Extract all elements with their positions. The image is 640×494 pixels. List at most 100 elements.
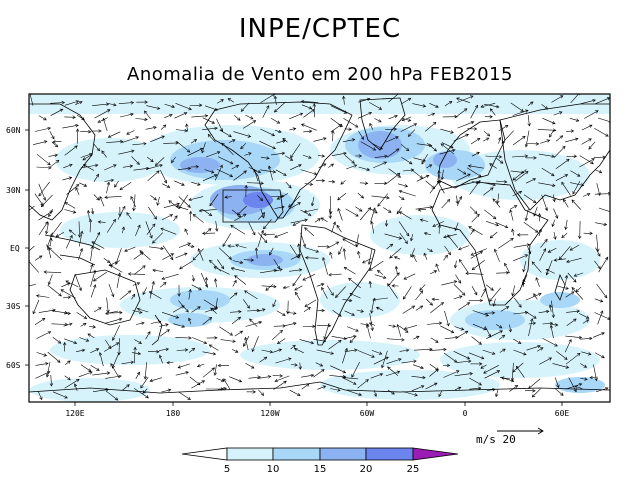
wind-vector	[454, 373, 473, 377]
wind-vector	[313, 338, 326, 342]
wind-vector	[574, 272, 584, 277]
wind-vector-head	[234, 275, 238, 279]
wind-vector	[412, 103, 426, 107]
wind-vector-head	[600, 310, 604, 314]
wind-vector	[105, 310, 119, 314]
wind-vector-head	[272, 146, 276, 150]
wind-vector	[371, 221, 375, 234]
wind-vector	[420, 219, 429, 222]
wind-vector-head	[130, 196, 134, 200]
wind-vector	[510, 102, 524, 112]
wind-vector-head	[435, 367, 439, 371]
wind-vector	[413, 157, 426, 162]
wind-vector	[583, 193, 591, 197]
wind-vector-head	[75, 124, 79, 128]
wind-vector	[128, 273, 146, 275]
wind-vector	[425, 382, 438, 390]
wind-vector-head	[476, 137, 481, 142]
wind-vector-head	[292, 222, 297, 226]
wind-vector	[188, 289, 191, 300]
wind-vector-head	[538, 292, 542, 297]
wind-vector	[112, 325, 120, 341]
wind-vector-head	[288, 204, 292, 208]
wind-vector-head	[266, 105, 270, 109]
wind-vector	[593, 156, 606, 158]
wind-vector	[290, 219, 308, 224]
wind-vector	[490, 231, 498, 239]
wind-vector	[340, 180, 346, 185]
wind-vector-head	[87, 368, 92, 372]
wind-vector-head	[307, 212, 312, 216]
wind-vector-head	[551, 223, 555, 227]
wind-vector-head	[214, 126, 218, 131]
wind-vector	[439, 149, 456, 155]
wind-vector-head	[598, 170, 603, 174]
wind-vector	[470, 251, 483, 259]
wind-vector-head	[38, 192, 42, 197]
wind-vector	[64, 209, 76, 213]
wind-vector	[276, 310, 286, 316]
lat-label-30s: 30S	[6, 302, 21, 311]
wind-vector-head	[64, 202, 69, 206]
wind-vector-head	[68, 229, 73, 233]
wind-vector	[93, 143, 100, 151]
wind-vector-head	[118, 374, 122, 379]
wind-vector-head	[342, 248, 346, 252]
wind-vector	[191, 284, 202, 291]
wind-vector	[500, 306, 509, 312]
wind-vector	[62, 124, 79, 129]
wind-vector	[427, 142, 437, 152]
wind-vector	[62, 177, 72, 181]
wind-vector	[498, 137, 501, 144]
wind-vector-head	[448, 100, 453, 105]
wind-vector-head	[240, 108, 245, 112]
wind-vector	[234, 275, 247, 285]
wind-vector-head	[349, 292, 354, 296]
wind-vector-head	[282, 312, 286, 316]
reference-vector-arrow	[497, 427, 544, 435]
wind-vector	[396, 207, 402, 214]
wind-vector	[371, 350, 382, 355]
wind-vector	[551, 300, 554, 318]
wind-vector-head	[467, 173, 471, 177]
wind-vector-head	[58, 293, 62, 297]
wind-vector-head	[252, 231, 256, 236]
wind-vector	[159, 329, 170, 337]
wind-vector	[552, 219, 556, 227]
wind-vector	[303, 130, 312, 133]
wind-vector	[110, 264, 123, 273]
wind-vector-head	[273, 268, 278, 273]
wind-vector-head	[272, 303, 276, 308]
wind-vector-head	[141, 321, 145, 325]
wind-vector-head	[524, 143, 529, 148]
wind-vector-head	[46, 244, 50, 248]
wind-vector	[553, 194, 555, 202]
wind-vector-head	[207, 228, 212, 232]
wind-vector-head	[420, 385, 425, 389]
wind-vector-head	[392, 324, 397, 328]
wind-vector	[402, 391, 418, 396]
wind-vector-head	[227, 98, 232, 102]
wind-vector-head	[469, 372, 474, 376]
wind-vector	[249, 318, 258, 327]
wind-vector	[536, 347, 544, 352]
wind-vector	[541, 194, 548, 211]
wind-vector-head	[384, 181, 388, 185]
wind-vector	[370, 207, 376, 223]
wind-vector-head	[422, 104, 427, 108]
wind-vector-head	[578, 335, 583, 340]
wind-vector	[99, 196, 105, 207]
wind-vector-head	[395, 148, 400, 152]
wind-vector	[444, 101, 453, 107]
wind-vector	[564, 275, 568, 286]
wind-vector	[32, 299, 40, 314]
wind-vector	[579, 158, 595, 168]
wind-vector-head	[266, 156, 270, 160]
wind-vector-head	[601, 332, 605, 336]
wind-vector	[76, 312, 87, 319]
wind-vector-head	[576, 173, 581, 177]
wind-vector	[492, 198, 501, 208]
wind-vector	[313, 137, 327, 142]
wind-vector	[188, 196, 204, 201]
wind-vector	[546, 260, 553, 276]
